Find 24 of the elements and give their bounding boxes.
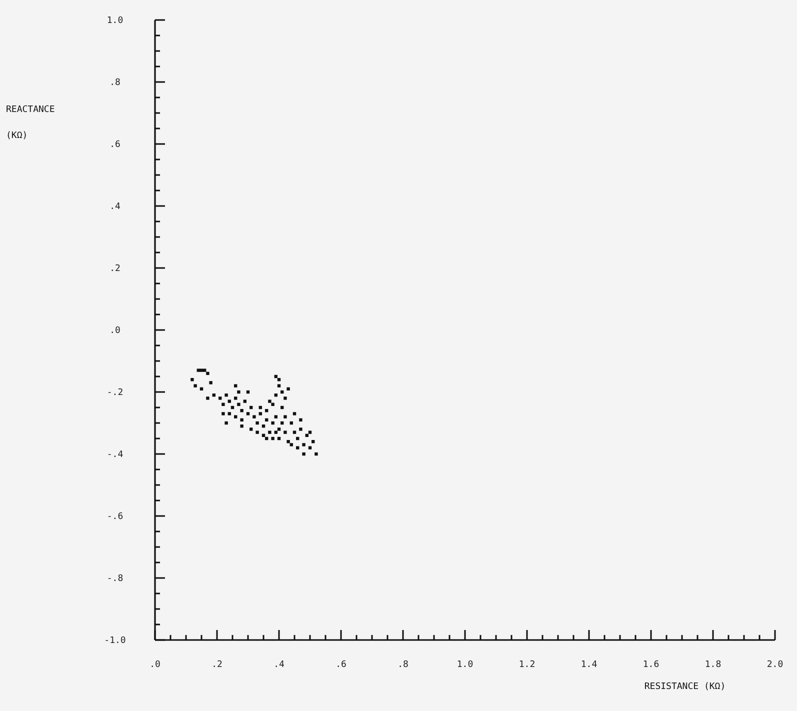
y-tick-label: -.4 [106, 450, 124, 460]
x-tick-label: 1.6 [642, 660, 660, 670]
y-tick-label: .6 [110, 140, 120, 150]
y-tick-label: .2 [110, 264, 120, 274]
y-tick-label: 1.0 [106, 16, 124, 26]
y-tick-label: -.6 [106, 512, 124, 522]
y-tick-label: .4 [110, 202, 120, 212]
text: REACTANCE (KΩ) [6, 105, 55, 141]
x-tick-label: 1.2 [518, 660, 536, 670]
y-tick-label: .0 [110, 326, 120, 336]
y-tick-label: -.2 [106, 388, 124, 398]
y-tick-label: .8 [110, 78, 120, 88]
x-tick-label: .6 [336, 660, 346, 670]
x-tick-label: .0 [150, 660, 160, 670]
x-tick-label: 2.0 [766, 660, 784, 670]
x-tick-label: 1.4 [580, 660, 598, 670]
x-tick-label: .2 [212, 660, 222, 670]
y-tick-label: -1.0 [104, 636, 126, 646]
x-tick-label: 1.0 [456, 660, 474, 670]
x-tick-label: .4 [274, 660, 284, 670]
x-axis-title: RESISTANCE (KΩ) [644, 682, 726, 692]
x-tick-label: 1.8 [704, 660, 722, 670]
y-tick-label: -.8 [106, 574, 124, 584]
x-tick-label: .8 [398, 660, 408, 670]
